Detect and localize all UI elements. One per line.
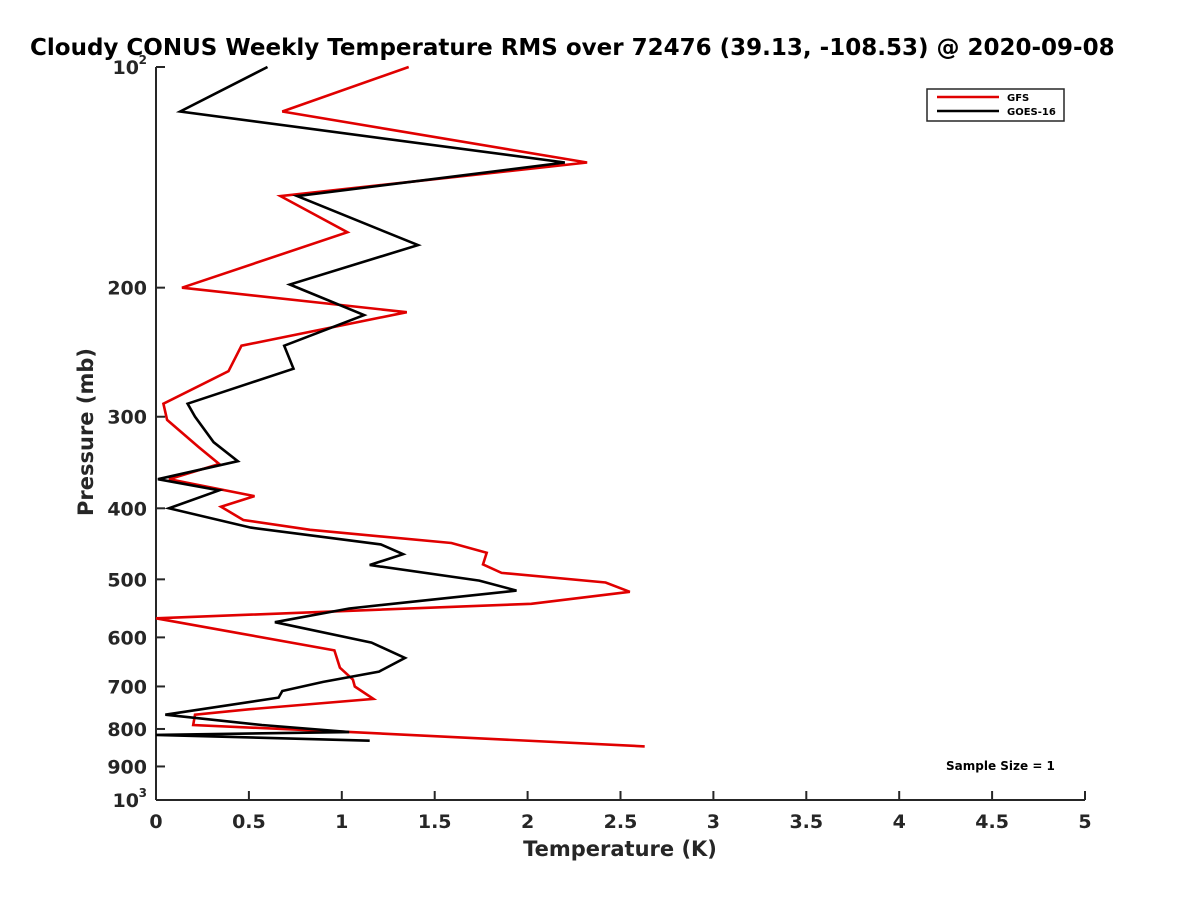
x-tick-label: 0.5 bbox=[232, 811, 266, 833]
y-tick-label-exponent: 2 bbox=[139, 53, 147, 67]
x-tick-label: 3 bbox=[707, 811, 720, 833]
x-tick-label: 4.5 bbox=[975, 811, 1009, 833]
y-tick-label: 700 bbox=[107, 676, 147, 698]
y-tick-label: 10 bbox=[113, 790, 139, 812]
chart-title: Cloudy CONUS Weekly Temperature RMS over… bbox=[30, 35, 1115, 61]
x-axis-label: Temperature (K) bbox=[523, 837, 717, 861]
y-tick-label: 10 bbox=[113, 57, 139, 79]
y-tick-label: 600 bbox=[107, 627, 147, 649]
x-tick-label: 1 bbox=[335, 811, 348, 833]
y-tick-label: 300 bbox=[107, 407, 147, 429]
x-tick-label: 0 bbox=[149, 811, 162, 833]
x-tick-label: 4 bbox=[893, 811, 906, 833]
chart-series bbox=[155, 65, 645, 748]
series-line-goes-16 bbox=[155, 65, 565, 742]
y-tick-label: 200 bbox=[107, 278, 147, 300]
legend-label-goes-16: GOES-16 bbox=[1007, 107, 1056, 118]
legend-box bbox=[926, 88, 1065, 122]
y-tick-label: 400 bbox=[107, 498, 147, 520]
y-tick-label-exponent: 3 bbox=[139, 786, 147, 800]
x-tick-label: 1.5 bbox=[418, 811, 452, 833]
x-tick-label: 2 bbox=[521, 811, 534, 833]
legend-label-gfs: GFS bbox=[1007, 93, 1029, 104]
y-tick-label: 500 bbox=[107, 569, 147, 591]
y-axis-label: Pressure (mb) bbox=[74, 348, 98, 516]
x-tick-label: 5 bbox=[1078, 811, 1091, 833]
sample-size-annotation: Sample Size = 1 bbox=[946, 759, 1055, 773]
x-tick-label: 2.5 bbox=[604, 811, 638, 833]
chart-axes: 0 0.5 1 1.5 2 2.5 3 3.5 4 4.5 52102003004005006007… bbox=[107, 53, 1091, 833]
series-line-gfs bbox=[155, 65, 645, 748]
x-tick-label: 3.5 bbox=[789, 811, 823, 833]
chart-legend: GFS GOES-16 bbox=[926, 88, 1065, 122]
y-tick-label: 800 bbox=[107, 719, 147, 741]
y-tick-label: 900 bbox=[107, 756, 147, 778]
